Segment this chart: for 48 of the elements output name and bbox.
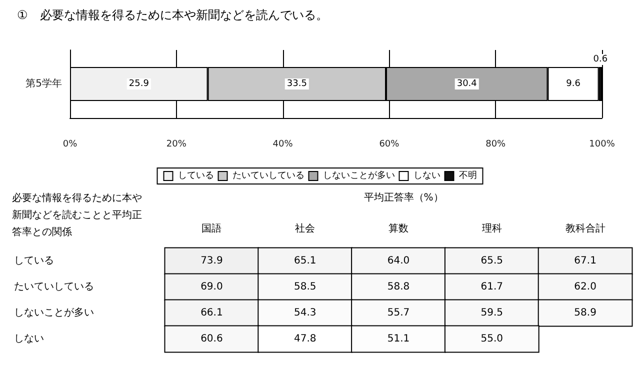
y-tick-label: している	[14, 256, 54, 266]
y-tick-label: しない	[14, 334, 44, 344]
data-label: 33.5	[286, 79, 307, 89]
legend-label: 不明	[458, 170, 477, 181]
data-label: 60.6	[200, 334, 223, 344]
data-label: 65.5	[480, 256, 504, 266]
x-tick-label: 60%	[379, 140, 400, 150]
y-tick-label: たいていしている	[14, 282, 94, 292]
data-label: 47.8	[294, 334, 316, 344]
data-label: 9.6	[566, 79, 581, 89]
data-label: 61.7	[480, 282, 504, 292]
legend-label: しない	[413, 171, 440, 181]
data-label: 58.5	[294, 282, 316, 292]
x-tick-label: 20%	[166, 140, 187, 150]
data-label: 64.0	[387, 256, 410, 266]
x-tick-label: 社会	[295, 222, 316, 234]
legend-label: している	[178, 171, 214, 181]
data-label: 55.7	[387, 308, 410, 318]
data-label: 66.1	[200, 308, 223, 318]
data-label: 59.5	[480, 308, 504, 318]
legend-label: しないことが多い	[322, 170, 395, 181]
data-label: 25.9	[128, 79, 150, 89]
data-label: 69.0	[200, 282, 223, 292]
x-tick-label: 100%	[589, 140, 616, 150]
x-tick-label: 国語	[202, 222, 222, 234]
chart-title: ① 必要な情報を得るために本や新聞などを読んでいる。	[17, 8, 328, 22]
data-label: 62.0	[574, 282, 596, 292]
y-tick-label: しないことが多い	[14, 306, 94, 318]
data-label: 55.0	[480, 334, 504, 344]
x-tick-label: 80%	[486, 140, 506, 150]
x-tick-label: 算数	[388, 222, 408, 234]
x-tick-label: 0%	[62, 140, 78, 150]
data-label: 65.1	[294, 256, 316, 266]
y-tick-label: 第5学年	[26, 78, 62, 90]
data-label: 73.9	[200, 256, 223, 266]
legend-label: たいていしている	[232, 171, 304, 181]
y-axis-title: 必要な情報を得るために本や新聞などを読むことと平均正答率との関係	[12, 192, 142, 238]
x-tick-label: 理科	[482, 222, 502, 234]
data-label: 0.6	[593, 54, 608, 64]
data-label: 51.1	[387, 334, 410, 344]
data-label: 67.1	[574, 256, 596, 266]
data-label: 54.3	[294, 308, 316, 318]
data-label: 58.8	[387, 282, 410, 292]
x-tick-label: 教科合計	[565, 222, 606, 234]
data-label: 58.9	[574, 308, 596, 318]
data-label: 30.4	[456, 79, 478, 89]
x-tick-label: 40%	[272, 140, 294, 150]
chart-title: 平均正答率（%）	[364, 192, 444, 204]
